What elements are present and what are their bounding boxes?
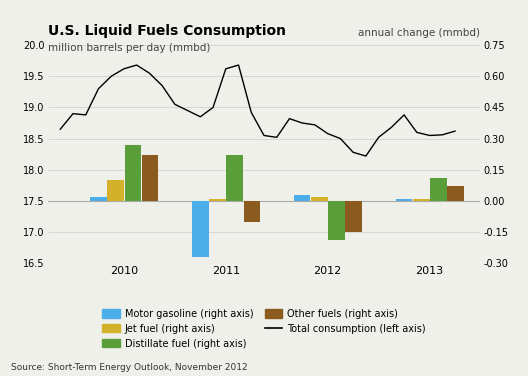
Bar (396, 199, 412, 201)
Bar (243, 201, 260, 222)
Bar (345, 201, 362, 232)
Bar (90, 197, 107, 201)
Bar (447, 186, 464, 201)
Text: U.S. Liquid Fuels Consumption: U.S. Liquid Fuels Consumption (48, 24, 286, 38)
Bar (413, 199, 430, 201)
Bar (125, 145, 141, 201)
Text: million barrels per day (mmbd): million barrels per day (mmbd) (48, 42, 210, 53)
Text: Source: Short-Term Energy Outlook, November 2012: Source: Short-Term Energy Outlook, Novem… (11, 363, 247, 372)
Bar (430, 178, 447, 201)
Bar (294, 195, 310, 201)
Text: annual change (mmbd): annual change (mmbd) (359, 27, 480, 38)
Bar (311, 197, 328, 201)
Bar (328, 201, 345, 240)
Bar (227, 155, 243, 201)
Bar (142, 155, 158, 201)
Legend: Motor gasoline (right axis), Jet fuel (right axis), Distillate fuel (right axis): Motor gasoline (right axis), Jet fuel (r… (102, 309, 426, 349)
Bar (107, 180, 124, 201)
Bar (209, 199, 226, 201)
Bar (192, 201, 209, 257)
